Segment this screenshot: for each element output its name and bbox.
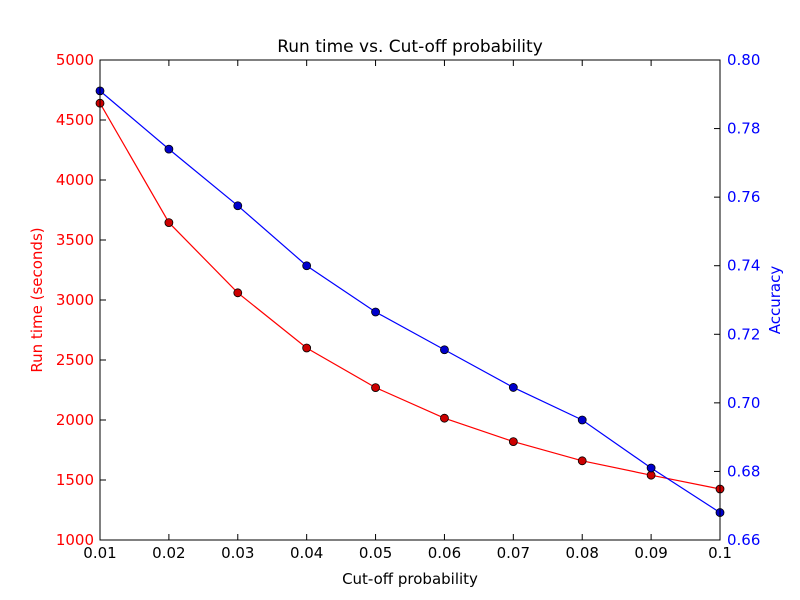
runtime-data-point (646, 470, 656, 480)
y-axis-left-label: Run time (seconds) (28, 227, 46, 372)
accuracy-data-point (302, 261, 312, 271)
x-axis-label: Cut-off probability (342, 570, 478, 588)
y-right-tick-label: 0.70 (727, 394, 760, 412)
y-right-tick-label: 0.74 (727, 257, 760, 275)
y-right-tick-label: 0.76 (727, 188, 760, 206)
runtime-data-point (508, 437, 518, 447)
x-tick-label: 0.04 (290, 544, 323, 562)
y-left-tick-label: 3500 (56, 231, 94, 249)
accuracy-data-point (440, 345, 449, 355)
y-left-tick-label: 1500 (56, 471, 94, 489)
y-left-tick-label: 5000 (56, 51, 94, 69)
x-tick-label: 0.06 (428, 544, 461, 562)
y-left-tick-label: 4000 (56, 171, 94, 189)
runtime-data-point (164, 218, 174, 228)
y-left-tick-label: 4500 (56, 111, 94, 129)
y-right-tick-label: 0.68 (727, 462, 760, 480)
x-tick-label: 0.08 (566, 544, 599, 562)
accuracy-data-point (646, 463, 656, 473)
x-tick-label: 0.02 (152, 544, 185, 562)
runtime-data-point (302, 343, 312, 353)
runtime-data-point (371, 383, 380, 393)
accuracy-data-point (508, 383, 518, 392)
y-right-tick-label: 0.78 (727, 120, 760, 138)
plot-frame (99, 59, 721, 541)
accuracy-data-point (577, 415, 587, 425)
y-left-tick-label: 1000 (56, 531, 94, 549)
y-right-tick-label: 0.72 (727, 325, 760, 343)
accuracy-data-point (233, 201, 243, 211)
x-tick-label: 0.09 (634, 544, 667, 562)
chart-marks: 0.01 0.02 0.03 0.04 0.05 0.06 0.07 0.08 0.09 0.1 1… (56, 51, 761, 562)
runtime-data-point (577, 456, 587, 466)
chart-title: Run time vs. Cut-off probability (277, 37, 543, 57)
runtime-data-point (233, 288, 243, 298)
y-left-tick-label: 2000 (56, 411, 94, 429)
x-tick-label: 0.1 (708, 544, 732, 562)
y-right-tick-label: 0.66 (727, 531, 760, 549)
accuracy-series-line (99, 90, 721, 514)
y-left-tick-label: 2500 (56, 351, 94, 369)
runtime-data-point (440, 413, 449, 423)
x-tick-label: 0.03 (221, 544, 254, 562)
x-tick-label: 0.01 (83, 544, 116, 562)
x-tick-label: 0.05 (359, 544, 392, 562)
accuracy-data-point (371, 307, 380, 317)
y-right-tick-label: 0.80 (727, 51, 760, 69)
x-tick-label: 0.07 (497, 544, 530, 562)
y-left-tick-label: 3000 (56, 291, 94, 309)
accuracy-data-point (164, 144, 174, 154)
y-axis-right-label: Accuracy (766, 266, 784, 335)
runtime-series-line (99, 102, 721, 490)
